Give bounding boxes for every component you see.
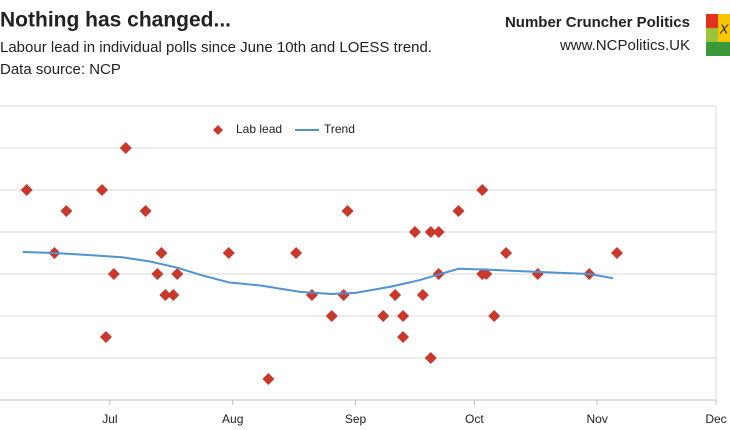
- chart-title: Nothing has changed...: [0, 9, 231, 32]
- logo-text: X: [719, 21, 730, 36]
- logo-cell: [718, 14, 730, 28]
- data-point: [167, 289, 180, 301]
- data-point: [107, 268, 120, 280]
- data-point: [389, 289, 402, 301]
- x-tick-label: Sep: [345, 412, 367, 426]
- data-point: [222, 247, 235, 259]
- trend-line: [22, 250, 614, 295]
- x-tick-label: Dec: [705, 412, 726, 426]
- logo-cell: [706, 14, 718, 28]
- logo-cell: [706, 42, 718, 56]
- legend-label: Trend: [324, 122, 355, 136]
- data-point: [99, 331, 112, 343]
- brand-name: Number Cruncher Politics: [505, 14, 690, 31]
- data-point: [531, 268, 544, 280]
- data-point: [155, 247, 168, 259]
- data-point: [476, 184, 489, 196]
- data-point: [60, 205, 73, 217]
- data-point: [95, 184, 108, 196]
- data-point: [397, 310, 410, 322]
- data-point: [397, 331, 410, 343]
- data-point: [305, 289, 318, 301]
- data-point: [139, 205, 152, 217]
- data-point: [452, 205, 465, 217]
- data-point: [488, 310, 501, 322]
- data-point: [408, 226, 421, 238]
- data-point: [377, 310, 390, 322]
- x-tick-label: Jul: [102, 412, 117, 426]
- data-point: [480, 268, 493, 280]
- data-point: [416, 289, 429, 301]
- data-point: [20, 184, 33, 196]
- logo-cell: [718, 42, 730, 56]
- legend-swatch: [213, 125, 223, 135]
- data-point: [262, 373, 275, 385]
- x-tick-label: Nov: [586, 412, 607, 426]
- data-point: [325, 310, 338, 322]
- data-point: [432, 226, 445, 238]
- logo: X: [706, 14, 730, 56]
- brand-url: www.NCPolitics.UK: [559, 37, 690, 54]
- data-point: [610, 247, 623, 259]
- source-note: Data source: NCP: [0, 61, 121, 78]
- data-point: [171, 268, 184, 280]
- data-point: [151, 268, 164, 280]
- data-point: [424, 226, 437, 238]
- legend-label: Lab lead: [236, 122, 282, 136]
- logo-cell: [706, 28, 718, 42]
- x-tick-label: Oct: [465, 412, 484, 426]
- x-tick-label: Aug: [222, 412, 243, 426]
- data-point: [290, 247, 303, 259]
- chart-subtitle: Labour lead in individual polls since Ju…: [0, 39, 432, 56]
- data-point: [424, 352, 437, 364]
- data-point: [341, 205, 354, 217]
- data-point: [159, 289, 172, 301]
- data-point: [500, 247, 513, 259]
- data-point: [119, 142, 132, 154]
- data-point: [337, 289, 350, 301]
- logo-cell: [718, 28, 730, 42]
